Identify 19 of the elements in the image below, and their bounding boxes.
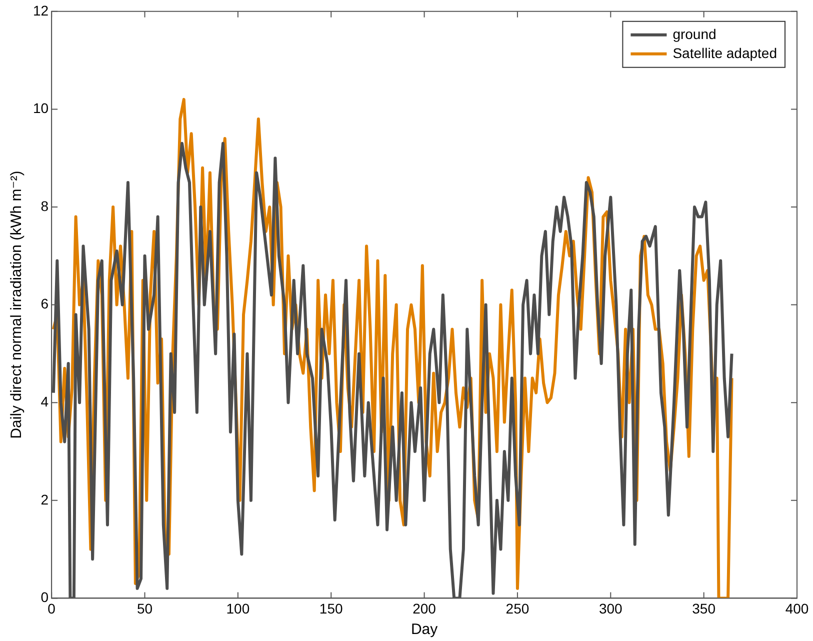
x-tick-label: 350 — [692, 600, 716, 616]
y-axis-title: Daily direct normal irradiation (kWh m⁻²) — [8, 170, 26, 439]
x-tick-label: 50 — [136, 600, 153, 616]
y-tick-label: 12 — [32, 2, 49, 18]
y-tick-label: 2 — [40, 491, 49, 508]
y-tick-label: 0 — [40, 589, 49, 606]
x-axis-title: Day — [410, 621, 438, 638]
y-tick-label: 6 — [40, 296, 49, 312]
y-tick-label: 10 — [32, 100, 49, 116]
legend-label: ground — [672, 26, 716, 42]
x-tick-label: 150 — [319, 600, 343, 616]
x-tick-label: 100 — [226, 600, 250, 616]
x-tick-label: 250 — [506, 600, 530, 616]
legend-label: Satellite adapted — [672, 44, 778, 61]
y-tick-label: 4 — [40, 393, 49, 410]
x-tick-label: 200 — [412, 600, 436, 616]
x-tick-label: 300 — [598, 600, 623, 616]
y-tick-label: 8 — [40, 198, 49, 214]
x-tick-label: 400 — [785, 600, 809, 616]
